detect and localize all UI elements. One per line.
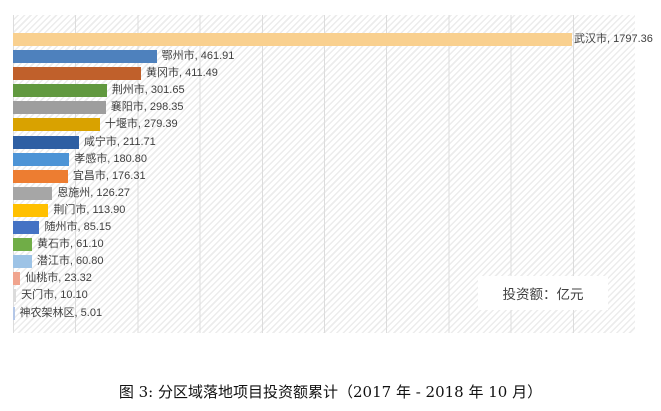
bar-label: 武汉市, 1797.36	[574, 33, 653, 45]
legend-box: 投资额：亿元	[478, 276, 608, 310]
bar	[13, 135, 79, 149]
bar	[13, 306, 15, 320]
bar-row: 荆州市, 301.65	[13, 82, 635, 99]
bar-label: 孝感市, 180.80	[74, 152, 147, 165]
bar	[13, 50, 157, 64]
bar-row: 神农架林区, 5.01	[13, 305, 635, 322]
bar-row: 咸宁市, 211.71	[13, 134, 635, 151]
bar	[13, 169, 68, 183]
bar-label: 神农架林区, 5.01	[19, 306, 103, 319]
bar-row: 黄石市, 61.10	[13, 236, 635, 253]
bar-label: 仙桃市, 23.32	[25, 272, 92, 285]
bar-row: 荆门市, 113.90	[13, 202, 635, 219]
bar	[13, 33, 572, 46]
bar-row: 武汉市, 1797.36	[13, 31, 653, 48]
bar	[13, 84, 107, 98]
bar	[13, 289, 17, 303]
bar	[13, 238, 32, 252]
bar-row: 宜昌市, 176.31	[13, 168, 635, 185]
bar-label: 荆门市, 113.90	[53, 203, 126, 216]
bar-row: 黄冈市, 411.49	[13, 65, 635, 82]
figure-caption: 图 3: 分区域落地项目投资额累计（2017 年 - 2018 年 10 月）	[118, 383, 543, 401]
bar-label: 鄂州市, 461.91	[161, 50, 235, 63]
bar-row: 鄂州市, 461.91	[13, 48, 635, 65]
bar-label: 潜江市, 60.80	[36, 255, 104, 268]
bar-row: 十堰市, 279.39	[13, 116, 635, 133]
bar-label: 黄冈市, 411.49	[145, 67, 218, 80]
bar-row: 潜江市, 60.80	[13, 253, 635, 270]
bar-row: 随州市, 85.15	[13, 219, 635, 236]
bar-label: 宜昌市, 176.31	[72, 169, 146, 182]
bar	[13, 203, 49, 217]
bar-row: 孝感市, 180.80	[13, 151, 635, 168]
bar-label: 咸宁市, 211.71	[83, 135, 156, 148]
bar-label: 恩施州, 126.27	[57, 186, 131, 199]
bar-label: 随州市, 85.15	[44, 221, 112, 234]
bar	[13, 221, 40, 235]
bar-row: 襄阳市, 298.35	[13, 99, 635, 116]
legend-label: 投资额：亿元	[502, 287, 584, 302]
bar-label: 十堰市, 279.39	[104, 118, 178, 131]
bar-chart-plot-area: 武汉市, 1797.36 鄂州市, 461.91 黄冈市, 411.49 荆州市…	[13, 15, 653, 333]
bar	[13, 152, 70, 166]
bar	[13, 272, 21, 286]
bar	[13, 118, 100, 132]
bar-label: 荆州市, 301.65	[111, 84, 185, 97]
bar-label: 天门市, 10.10	[21, 289, 88, 302]
bar	[13, 255, 32, 269]
bar	[13, 186, 53, 200]
bar-label: 黄石市, 61.10	[37, 238, 104, 251]
bar-rows: 武汉市, 1797.36 鄂州市, 461.91 黄冈市, 411.49 荆州市…	[13, 31, 653, 322]
bar	[13, 101, 106, 115]
bar-row: 天门市, 10.10	[13, 287, 635, 304]
bar-row: 仙桃市, 23.32	[13, 270, 635, 287]
bar	[13, 67, 141, 81]
bar-label: 襄阳市, 298.35	[110, 101, 184, 114]
bar-row: 恩施州, 126.27	[13, 185, 635, 202]
